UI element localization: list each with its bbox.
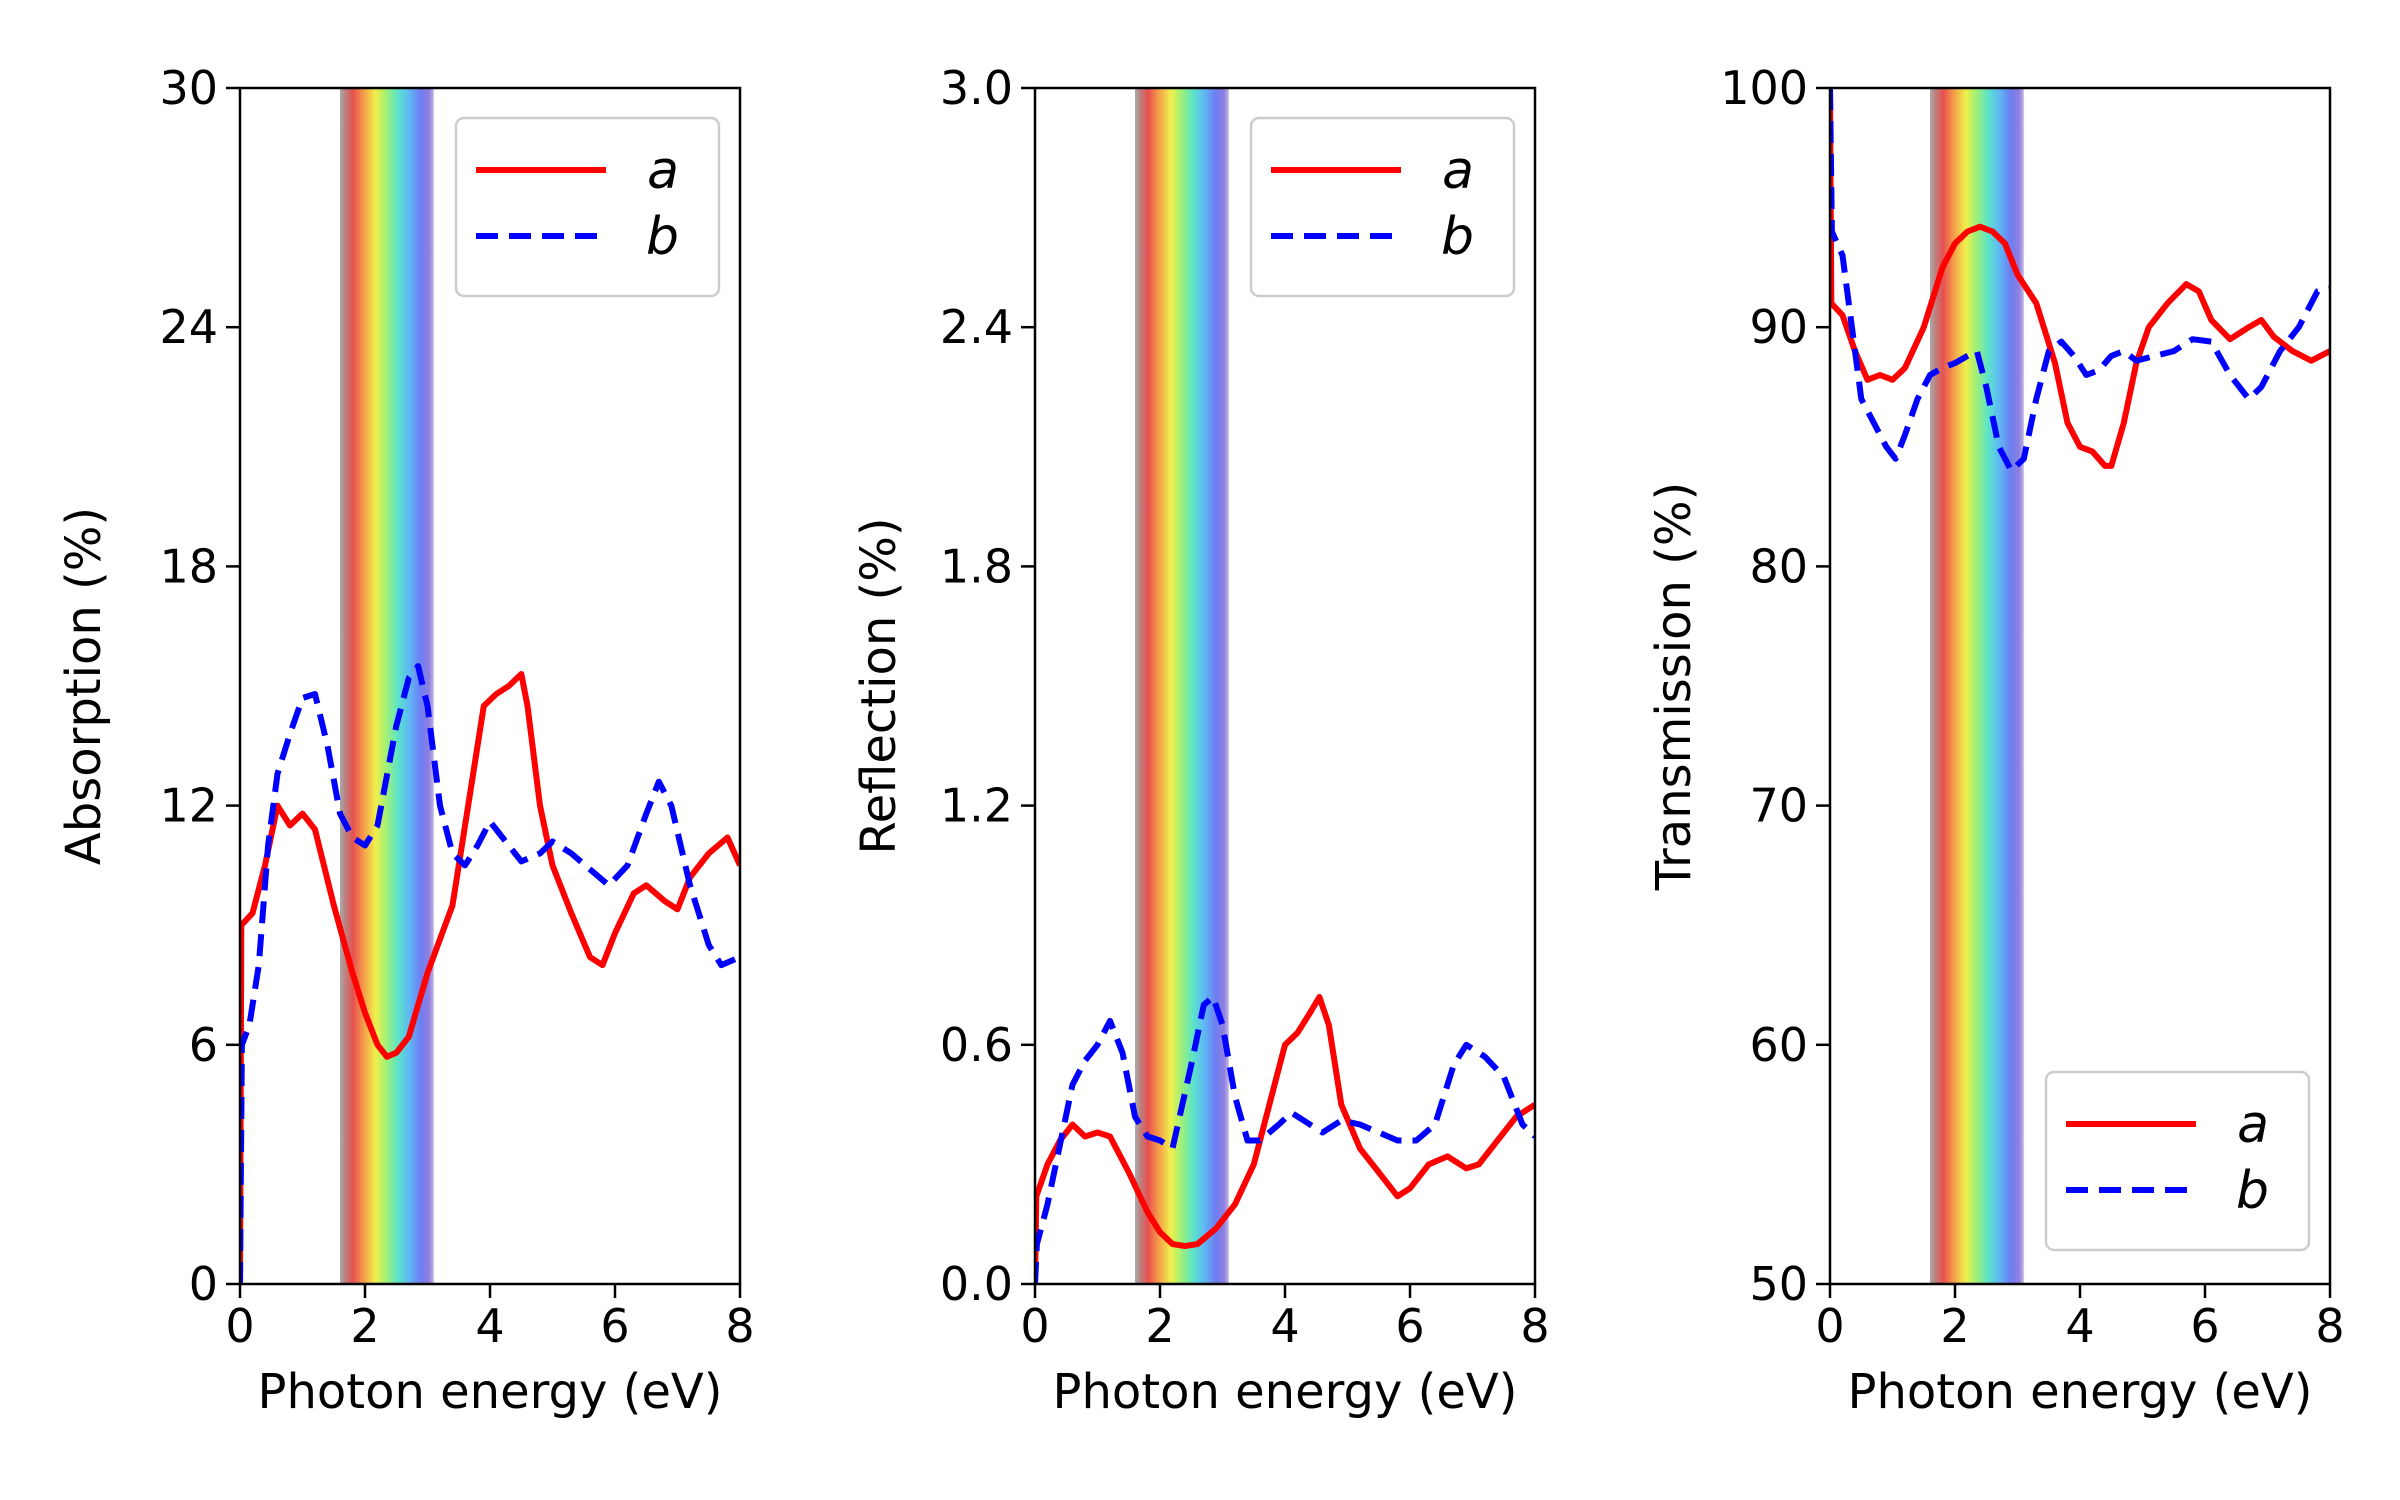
legend-label-a: a — [1442, 141, 1474, 201]
y-tick-label: 18 — [159, 539, 218, 593]
series-line-b — [1035, 994, 1535, 1284]
series-line-a — [1830, 88, 2330, 469]
y-tick-label: 1.2 — [940, 779, 1013, 833]
x-tick-label: 2 — [1940, 1299, 1969, 1353]
x-tick-label: 8 — [725, 1299, 754, 1353]
y-axis-label: Transmission (%) — [1646, 482, 1702, 891]
legend: ab — [454, 116, 721, 298]
y-tick-label: 6 — [189, 1018, 218, 1072]
legend-box — [1249, 116, 1516, 298]
y-tick-label: 0 — [189, 1257, 218, 1311]
x-tick-label: 4 — [475, 1299, 504, 1353]
x-tick-label: 4 — [1270, 1299, 1299, 1353]
x-axis-label: Photon energy (eV) — [258, 1364, 723, 1420]
x-tick-label: 0 — [1020, 1299, 1049, 1353]
visible-spectrum-band — [340, 88, 434, 1284]
series-line-b — [240, 663, 740, 1284]
legend-label-b: b — [1441, 207, 1474, 267]
y-tick-label: 50 — [1749, 1257, 1808, 1311]
series-line-a — [1035, 994, 1535, 1284]
x-tick-label: 2 — [1145, 1299, 1174, 1353]
y-tick-label: 30 — [159, 61, 218, 115]
legend-box — [454, 116, 721, 298]
series-line-b — [1830, 88, 2330, 474]
legend-label-b: b — [2236, 1161, 2269, 1221]
x-tick-label: 6 — [1395, 1299, 1424, 1353]
series-line-a — [240, 671, 740, 1284]
legend-label-a: a — [2237, 1095, 2269, 1155]
legend: ab — [2044, 1070, 2311, 1252]
y-tick-label: 24 — [159, 300, 218, 354]
visible-spectrum-band — [1135, 88, 1229, 1284]
x-tick-label: 0 — [1815, 1299, 1844, 1353]
x-tick-label: 0 — [225, 1299, 254, 1353]
y-tick-label: 2.4 — [940, 300, 1013, 354]
legend-label-a: a — [647, 141, 679, 201]
x-axis-label: Photon energy (eV) — [1053, 1364, 1518, 1420]
legend: ab — [1249, 116, 1516, 298]
y-tick-label: 3.0 — [940, 61, 1013, 115]
y-tick-label: 60 — [1749, 1018, 1808, 1072]
y-tick-label: 90 — [1749, 300, 1808, 354]
y-tick-label: 0.0 — [940, 1257, 1013, 1311]
y-tick-label: 12 — [159, 779, 218, 833]
x-tick-label: 4 — [2065, 1299, 2094, 1353]
x-tick-label: 2 — [350, 1299, 379, 1353]
y-axis-label: Absorption (%) — [56, 507, 112, 865]
y-tick-label: 100 — [1720, 61, 1808, 115]
x-tick-label: 8 — [2315, 1299, 2344, 1353]
x-axis-label: Photon energy (eV) — [1848, 1364, 2313, 1420]
x-tick-label: 8 — [1520, 1299, 1549, 1353]
legend-box — [2044, 1070, 2311, 1252]
y-axis-label: Reflection (%) — [851, 517, 907, 854]
panel-2: 0 2 4 6 8 0.0 0.6 1.2 1.8 2.4 3.0 Photon energy (eV… — [851, 61, 1550, 1420]
panel-3: 0 2 4 6 8 50 60 70 80 90 100 Photon energy (eV) Tran… — [1646, 61, 2345, 1420]
y-tick-label: 80 — [1749, 539, 1808, 593]
y-tick-label: 70 — [1749, 779, 1808, 833]
y-tick-label: 0.6 — [940, 1018, 1013, 1072]
y-tick-label: 1.8 — [940, 539, 1013, 593]
legend-label-b: b — [646, 207, 679, 267]
visible-spectrum-band — [1930, 88, 2024, 1284]
x-tick-label: 6 — [600, 1299, 629, 1353]
x-tick-label: 6 — [2190, 1299, 2219, 1353]
